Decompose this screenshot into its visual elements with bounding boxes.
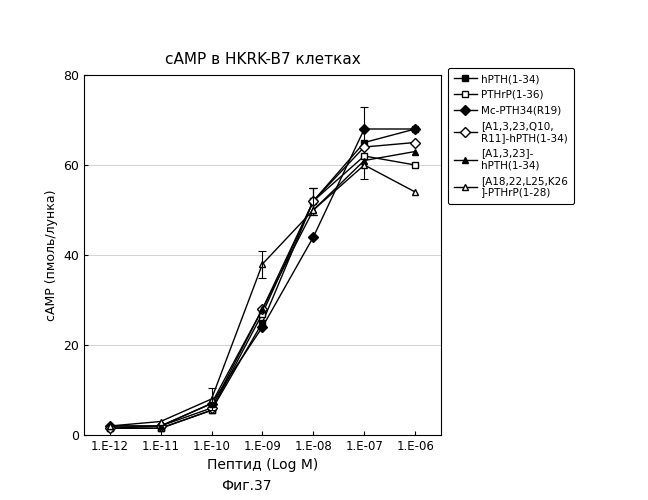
[A18,22,L25,K26
]-PTHrP(1-28) [310,207,318,213]
[A18,22,L25,K26
]-PTHrP(1-28) [106,423,113,429]
Mc-PTH34(R19) [259,324,266,330]
PTHrP(1-36) [310,198,318,204]
[A1,3,23,Q10,
R11]-hPTH(1-34) [310,198,318,204]
[A1,3,23]-
hPTH(1-34) [259,306,266,312]
[A1,3,23]-
hPTH(1-34) [310,207,318,213]
[A1,3,23,Q10,
R11]-hPTH(1-34) [207,405,215,411]
Line: Mc-PTH34(R19): Mc-PTH34(R19) [106,126,419,430]
[A1,3,23]-
hPTH(1-34) [207,400,215,406]
Mc-PTH34(R19) [411,126,419,132]
PTHrP(1-36) [157,425,165,431]
PTHrP(1-36) [360,153,368,159]
hPTH(1-34) [207,407,215,413]
hPTH(1-34) [310,198,318,204]
[A1,3,23]-
hPTH(1-34) [157,423,165,429]
[A18,22,L25,K26
]-PTHrP(1-28) [157,418,165,424]
[A1,3,23,Q10,
R11]-hPTH(1-34) [106,425,113,431]
[A1,3,23]-
hPTH(1-34) [106,423,113,429]
Legend: hPTH(1-34), PTHrP(1-36), Mc-PTH34(R19), [A1,3,23,Q10,
R11]-hPTH(1-34), [A1,3,23]: hPTH(1-34), PTHrP(1-36), Mc-PTH34(R19), … [448,68,574,203]
[A1,3,23]-
hPTH(1-34) [411,148,419,154]
PTHrP(1-36) [106,425,113,431]
Y-axis label: сАМР (пмоль/лунка): сАМР (пмоль/лунка) [45,189,58,321]
Line: [A1,3,23,Q10,
R11]-hPTH(1-34): [A1,3,23,Q10, R11]-hPTH(1-34) [106,139,419,432]
[A1,3,23,Q10,
R11]-hPTH(1-34) [157,423,165,429]
[A1,3,23]-
hPTH(1-34) [360,158,368,164]
Mc-PTH34(R19) [310,234,318,240]
PTHrP(1-36) [259,310,266,316]
hPTH(1-34) [259,320,266,326]
Mc-PTH34(R19) [207,400,215,406]
Line: [A1,3,23]-
hPTH(1-34): [A1,3,23]- hPTH(1-34) [106,148,419,430]
hPTH(1-34) [157,425,165,431]
Text: Фиг.37: Фиг.37 [221,479,272,493]
[A1,3,23,Q10,
R11]-hPTH(1-34) [259,306,266,312]
[A18,22,L25,K26
]-PTHrP(1-28) [411,189,419,195]
[A18,22,L25,K26
]-PTHrP(1-28) [207,396,215,402]
Mc-PTH34(R19) [157,423,165,429]
hPTH(1-34) [411,126,419,132]
Title: cAMP в HKRK-B7 клетках: cAMP в HKRK-B7 клетках [165,52,360,67]
PTHrP(1-36) [411,162,419,168]
PTHrP(1-36) [207,407,215,413]
[A1,3,23,Q10,
R11]-hPTH(1-34) [360,144,368,150]
[A18,22,L25,K26
]-PTHrP(1-28) [259,261,266,267]
Line: hPTH(1-34): hPTH(1-34) [106,126,419,432]
[A18,22,L25,K26
]-PTHrP(1-28) [360,162,368,168]
Line: [A18,22,L25,K26
]-PTHrP(1-28): [A18,22,L25,K26 ]-PTHrP(1-28) [106,162,419,430]
X-axis label: Пептид (Log M): Пептид (Log M) [207,458,318,472]
Line: PTHrP(1-36): PTHrP(1-36) [106,152,419,432]
Mc-PTH34(R19) [360,126,368,132]
Mc-PTH34(R19) [106,423,113,429]
hPTH(1-34) [106,425,113,431]
hPTH(1-34) [360,140,368,145]
[A1,3,23,Q10,
R11]-hPTH(1-34) [411,140,419,145]
